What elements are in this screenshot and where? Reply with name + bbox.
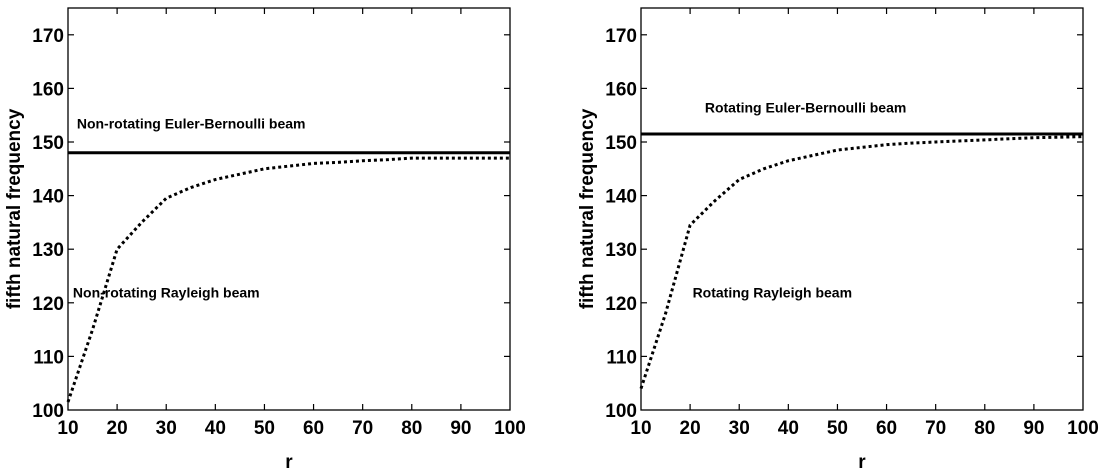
x-tick-label: 90 xyxy=(450,418,471,439)
annotation-non-rotating-euler-bernoulli-beam: Non-rotating Euler-Bernoulli beam xyxy=(77,116,306,132)
x-tick-label: 30 xyxy=(156,418,177,439)
x-tick-label: 80 xyxy=(974,418,995,439)
x-tick-label: 30 xyxy=(729,418,750,439)
y-tick-label: 160 xyxy=(32,79,64,100)
x-tick-label: 70 xyxy=(352,418,373,439)
x-tick-label: 20 xyxy=(680,418,701,439)
y-tick-label: 100 xyxy=(32,401,64,422)
x-tick-label: 10 xyxy=(57,418,78,439)
chart-rotating: 10 20 30 40 50 60 70 80 90 100 100 110 120 130 140 150 1… xyxy=(577,7,1099,471)
y-tick-label: 110 xyxy=(606,347,637,368)
x-tick-label: 40 xyxy=(778,418,799,439)
y-axis-label: fifth natural frequency xyxy=(577,108,598,309)
x-tick-label: 50 xyxy=(827,418,848,439)
y-tick-label: 140 xyxy=(605,187,637,208)
annotation-rotating-rayleigh-beam: Rotating Rayleigh beam xyxy=(693,284,852,300)
y-tick-label: 110 xyxy=(33,347,64,368)
y-tick-label: 130 xyxy=(605,240,637,261)
x-tick-label: 60 xyxy=(876,418,897,439)
x-tick-label: 100 xyxy=(1067,418,1099,439)
y-tick-label: 120 xyxy=(605,294,637,315)
y-tick-label: 130 xyxy=(32,240,64,261)
y-tick-label: 170 xyxy=(605,26,637,47)
x-tick-label: 70 xyxy=(925,418,946,439)
plot-frame xyxy=(640,7,1084,411)
x-tick-label: 90 xyxy=(1023,418,1044,439)
annotation-rotating-euler-bernoulli-beam: Rotating Euler-Bernoulli beam xyxy=(705,100,906,116)
y-tick-label: 170 xyxy=(32,26,64,47)
y-tick-label: 150 xyxy=(605,133,637,154)
x-tick-label: 100 xyxy=(494,418,526,439)
x-tick-label: 80 xyxy=(401,418,422,439)
chart-non-rotating: 10 20 30 40 50 60 70 80 90 100 100 110 120 130 140 150 1… xyxy=(4,7,526,471)
x-tick-label: 20 xyxy=(107,418,128,439)
y-tick-label: 140 xyxy=(32,187,64,208)
plot-frame xyxy=(67,7,511,411)
y-axis-label: fifth natural frequency xyxy=(4,108,25,309)
annotation-non-rotating-rayleigh-beam: Non-rotating Rayleigh beam xyxy=(73,284,260,300)
y-tick-label: 120 xyxy=(32,294,64,315)
series-line-rotating-rayleigh-beam xyxy=(639,135,1084,390)
x-tick-label: 60 xyxy=(303,418,324,439)
y-tick-label: 100 xyxy=(605,401,637,422)
y-tick-label: 150 xyxy=(32,133,64,154)
x-tick-label: 50 xyxy=(254,418,275,439)
x-tick-label: 40 xyxy=(205,418,226,439)
x-axis-label: r xyxy=(285,452,293,471)
series-line-non-rotating-rayleigh-beam xyxy=(66,156,510,403)
x-axis-label: r xyxy=(858,452,866,471)
y-tick-label: 160 xyxy=(605,79,637,100)
x-tick-label: 10 xyxy=(630,418,651,439)
